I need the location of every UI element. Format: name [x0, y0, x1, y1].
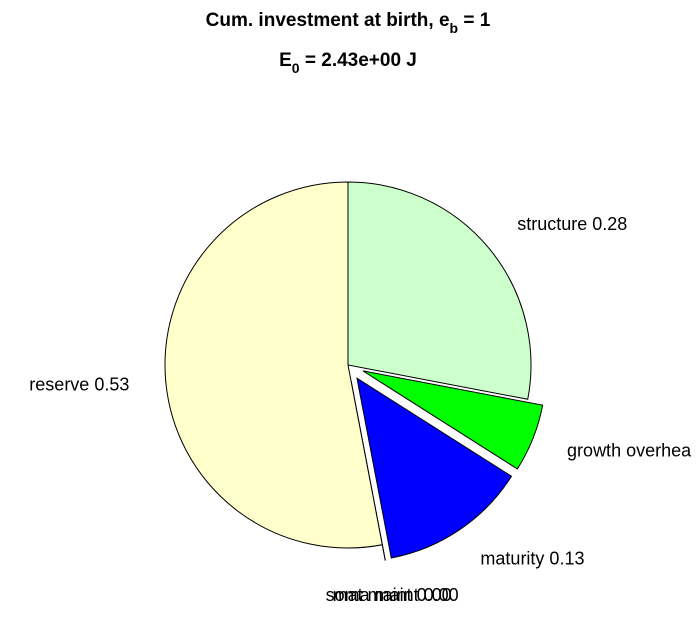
- pie-slice: [164, 181, 383, 549]
- chart-title: Cum. investment at birth, eb = 1: [206, 10, 491, 36]
- subtitle-tail: = 2.43e+00 J: [300, 50, 417, 71]
- slice-label: growth overhea: [567, 440, 692, 460]
- title-tail: = 1: [458, 10, 491, 31]
- slice-label: structure 0.28: [517, 214, 627, 234]
- title-subscript: b: [450, 20, 459, 36]
- chart-subtitle: E0 = 2.43e+00 J: [279, 50, 417, 76]
- title-main: Cum. investment at birth, e: [206, 10, 450, 31]
- slice-label: mat maint 0.00: [333, 585, 452, 605]
- slice-label: reserve 0.53: [29, 374, 129, 394]
- slice-label: maturity 0.13: [480, 549, 584, 569]
- pie-slice: [347, 181, 532, 400]
- slice-label: soma maint 0.00: [326, 585, 459, 605]
- subtitle-subscript: 0: [292, 60, 300, 76]
- subtitle-main: E: [279, 50, 292, 71]
- pie-slice: [356, 377, 513, 559]
- pie-slice: [362, 370, 544, 470]
